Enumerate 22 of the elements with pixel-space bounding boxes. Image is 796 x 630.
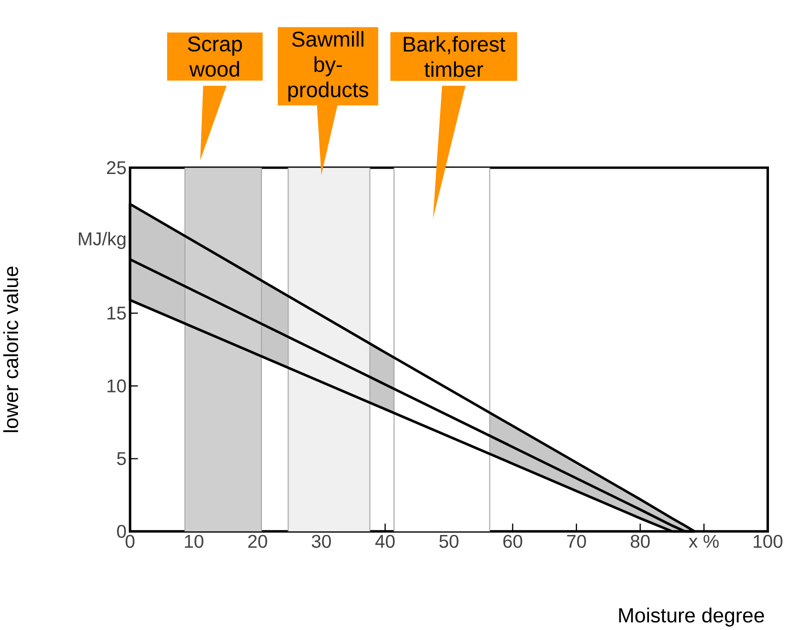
x-tick-label: 30 — [312, 534, 331, 548]
y-tick-label: 15 — [107, 306, 126, 320]
band-label: Sawmill by-products — [288, 31, 368, 102]
band-label: Bark,forest timber — [404, 36, 506, 78]
x-tick-label: 60 — [503, 534, 522, 548]
y-axis-title: lower caloric value — [3, 266, 18, 432]
x-tick-label: 50 — [439, 534, 458, 548]
x-tick-label: 0 — [126, 534, 134, 548]
x-axis-title: Moisture degree — [619, 608, 764, 627]
x-tick-label: 100 — [754, 534, 782, 548]
y-tick-label: 5 — [117, 452, 126, 466]
x-tick-label: 10 — [184, 534, 204, 548]
x-tick-label: 20 — [248, 534, 268, 548]
y-tick-label: MJ/kg — [78, 232, 126, 250]
x-tick-label: 80 — [630, 534, 650, 548]
x-tick-label: 70 — [567, 534, 586, 548]
y-tick-label: 10 — [107, 379, 126, 393]
x-tick-label: 40 — [375, 534, 395, 548]
y-tick-label: 25 — [107, 161, 126, 174]
y-tick-label: 0 — [117, 524, 126, 538]
x-tick-label: x % — [688, 534, 719, 548]
band-label: Scrap wood — [188, 36, 242, 77]
